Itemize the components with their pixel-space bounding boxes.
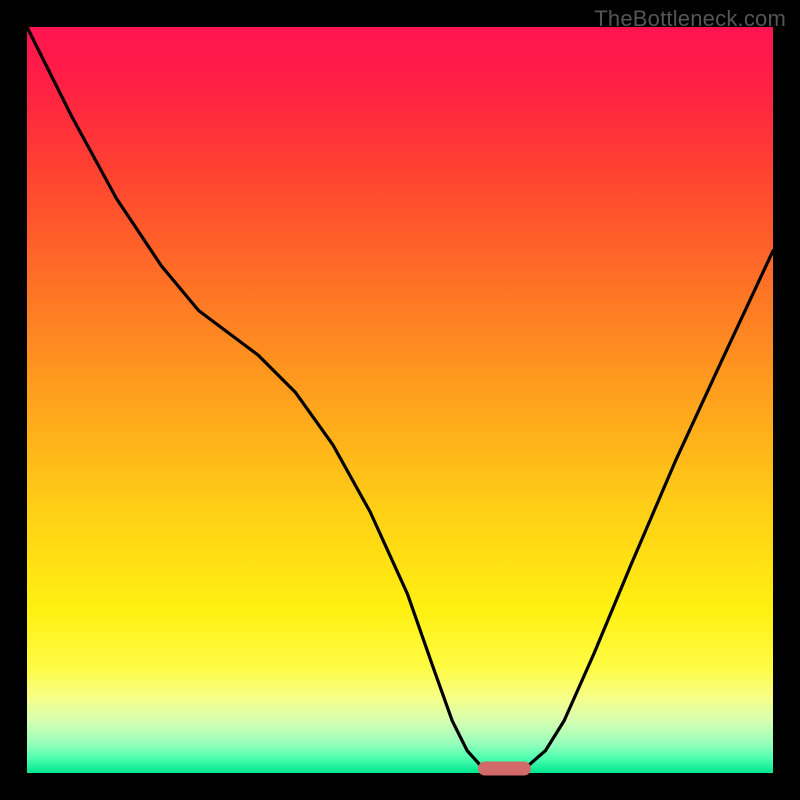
- plot-area: [27, 27, 773, 773]
- bottleneck-marker: [478, 761, 530, 776]
- bottleneck-curve: [27, 27, 773, 773]
- watermark-text: TheBottleneck.com: [594, 6, 786, 32]
